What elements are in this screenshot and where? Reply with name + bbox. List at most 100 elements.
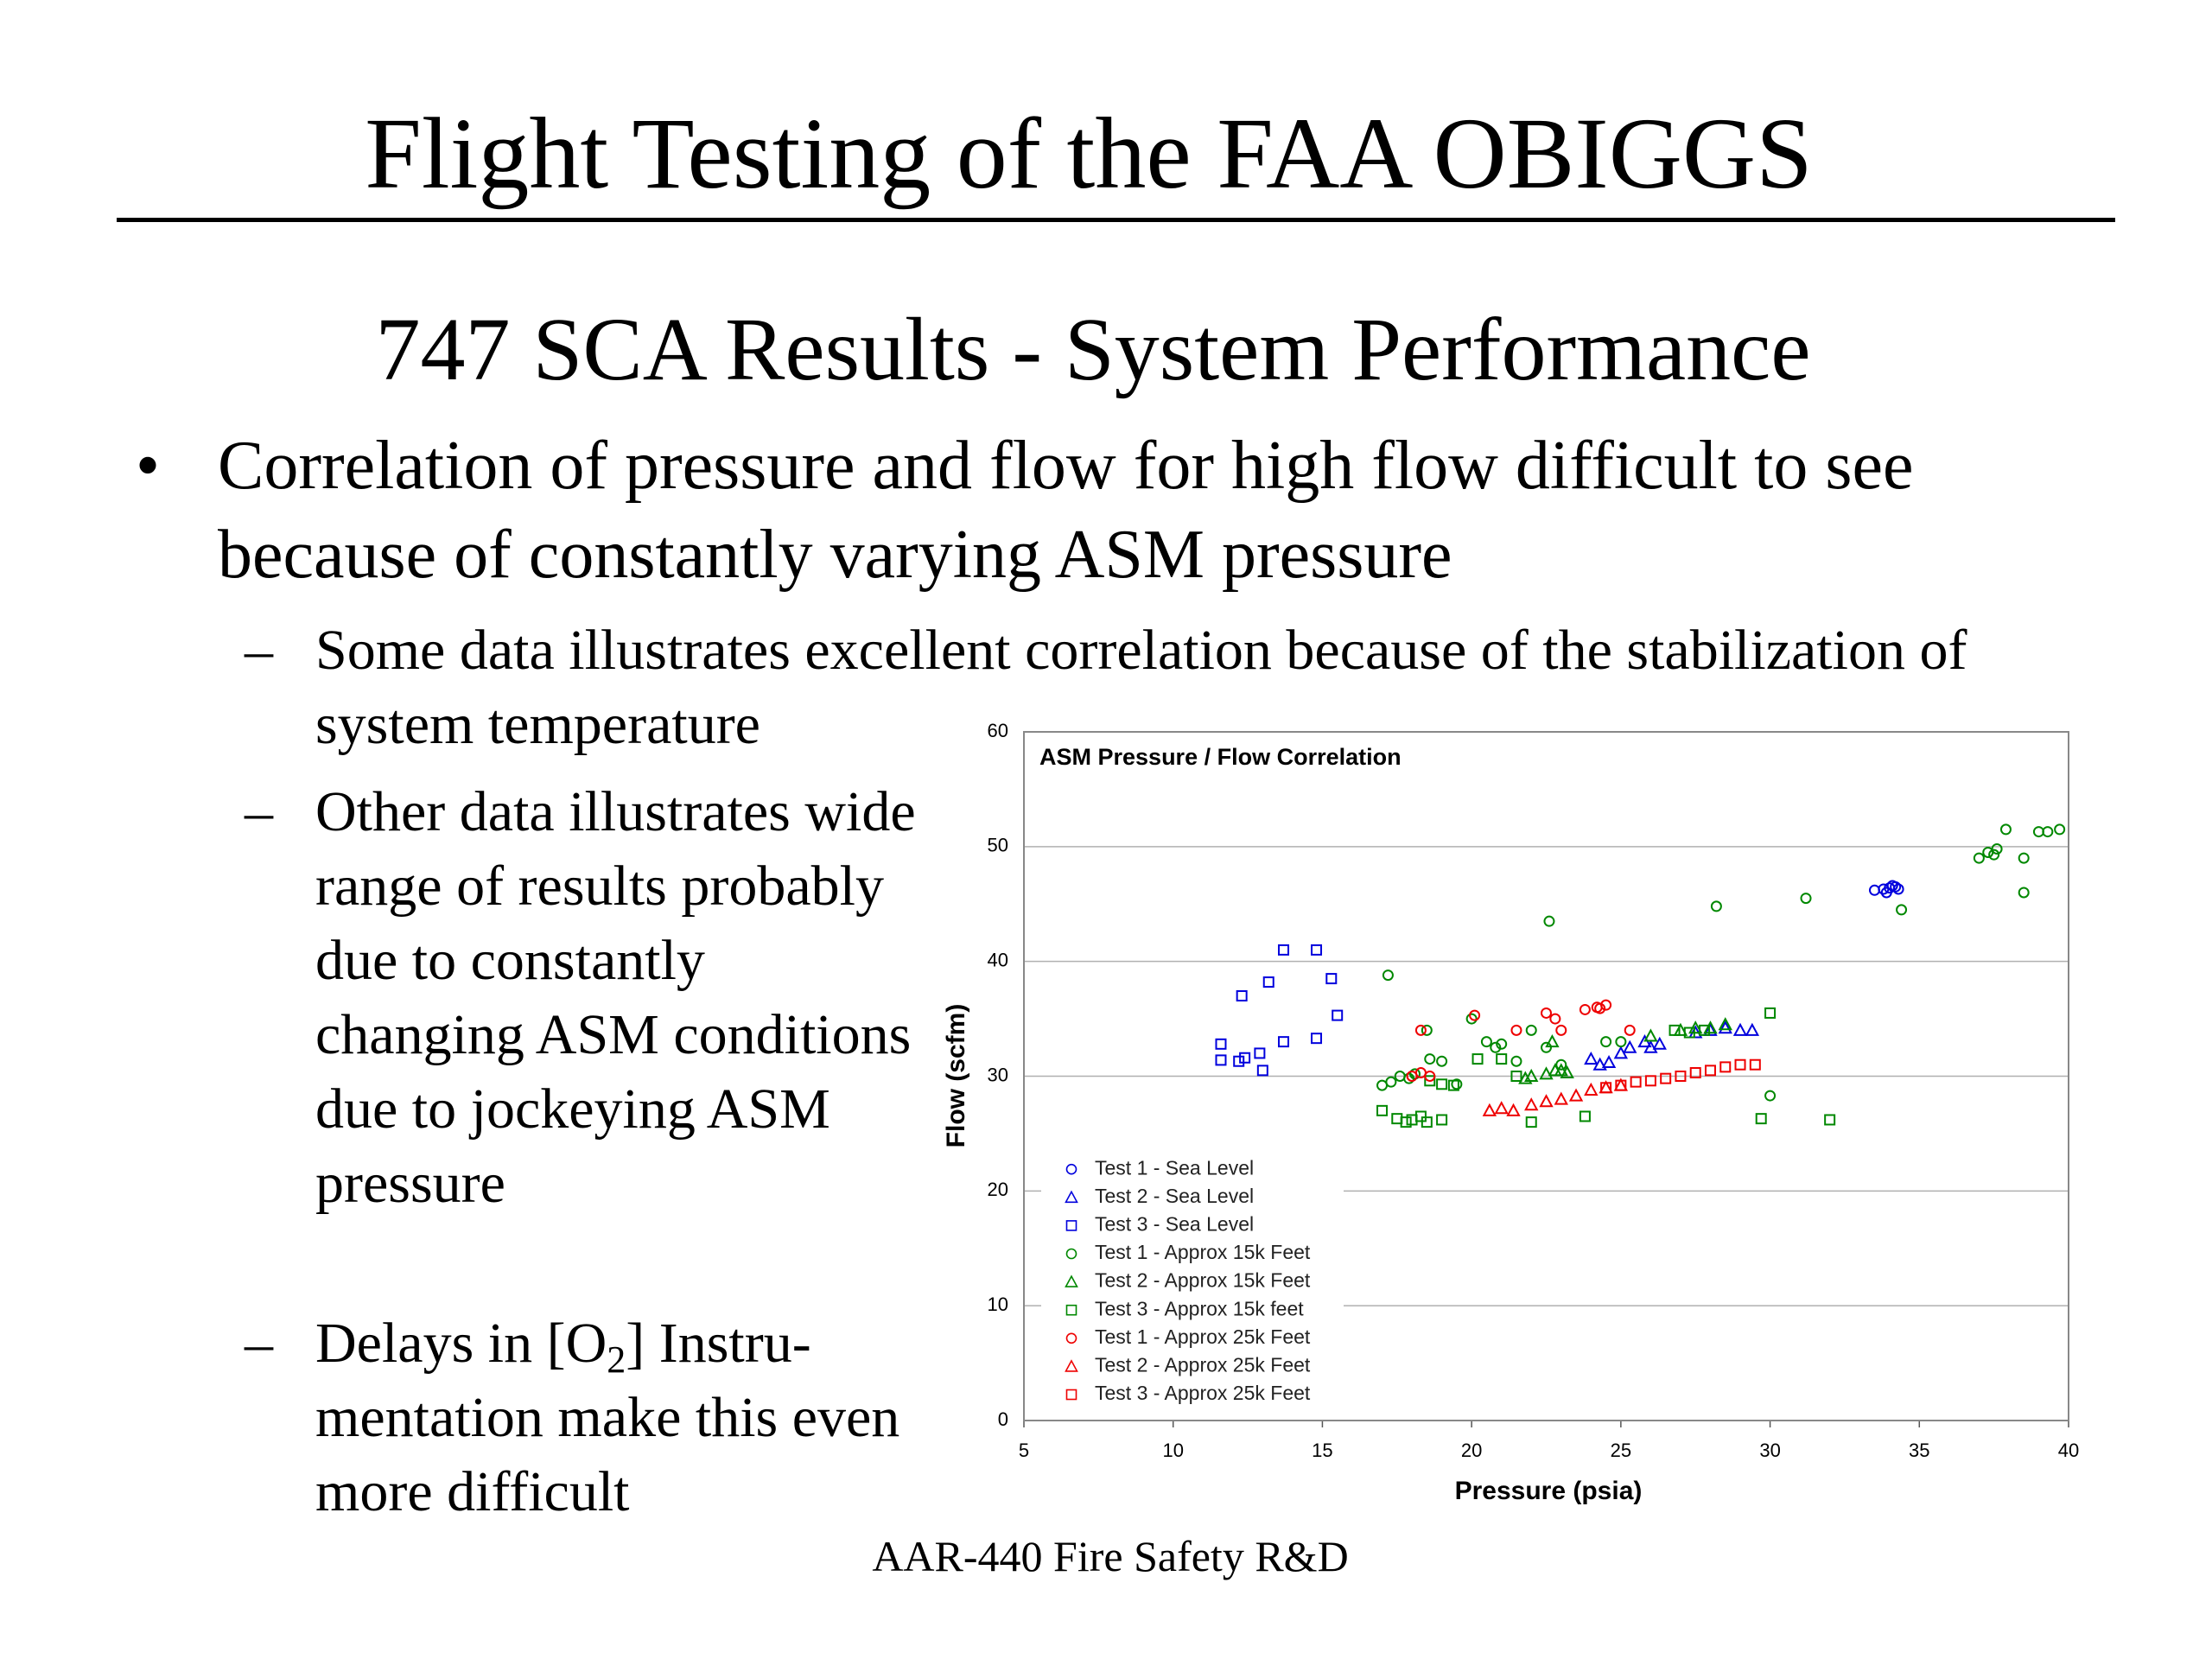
marker-circle xyxy=(1886,880,1898,892)
marker-triangle xyxy=(1673,1022,1688,1036)
marker-square xyxy=(1579,1110,1591,1122)
marker-triangle xyxy=(1584,1051,1599,1065)
marker-square xyxy=(1764,1007,1777,1019)
subscript: 2 xyxy=(607,1338,626,1381)
plot-frame xyxy=(1023,731,2069,1421)
marker-circle xyxy=(1615,1036,1627,1048)
marker-circle xyxy=(1982,846,1994,858)
marker-triangle xyxy=(1065,1190,1078,1204)
marker-circle xyxy=(1880,887,1892,899)
sub-bullet: Delays in [O2] Instru-mentation make thi… xyxy=(245,1306,920,1529)
footer: AAR-440 Fire Safety R&D xyxy=(872,1532,1349,1580)
sub-bullet: Some data illustrates excellent correlat… xyxy=(245,613,2069,762)
y-tick-label: 50 xyxy=(988,835,1008,856)
marker-circle xyxy=(1424,1053,1436,1065)
marker-square xyxy=(1254,1047,1266,1059)
marker-circle xyxy=(1376,1079,1389,1091)
marker-circle xyxy=(1896,904,1908,916)
x-tick-label: 30 xyxy=(1759,1440,1780,1461)
legend-label: Test 1 - Sea Level xyxy=(1095,1156,1254,1179)
marker-square xyxy=(1689,1067,1701,1079)
marker-triangle xyxy=(1065,1359,1078,1372)
legend-label: Test 1 - Approx 15k Feet xyxy=(1095,1241,1311,1263)
marker-triangle xyxy=(1652,1036,1667,1050)
marker-triangle xyxy=(1623,1039,1637,1053)
marker-square xyxy=(1332,1009,1344,1021)
marker-triangle xyxy=(1601,1054,1617,1069)
marker-circle xyxy=(1868,884,1880,896)
sub-bullet: Other data illustrates wide range of res… xyxy=(245,775,920,1221)
marker-square xyxy=(1215,1054,1227,1066)
marker-triangle xyxy=(1506,1103,1521,1116)
marker-circle xyxy=(1451,1078,1463,1090)
marker-circle xyxy=(1541,1041,1552,1053)
marker-circle xyxy=(1579,1003,1591,1015)
marker-circle xyxy=(1988,849,2000,861)
marker-circle xyxy=(1555,1058,1567,1071)
marker-square xyxy=(1675,1071,1687,1082)
marker-square xyxy=(1391,1113,1403,1125)
marker-square xyxy=(1669,1024,1681,1036)
marker-circle xyxy=(1973,852,1985,864)
x-tick-label: 15 xyxy=(1312,1440,1332,1461)
marker-triangle xyxy=(1592,1057,1607,1071)
marker-circle xyxy=(1999,823,2012,836)
marker-circle xyxy=(1382,969,1394,982)
marker-circle xyxy=(2042,826,2054,838)
marker-triangle xyxy=(1482,1103,1497,1116)
marker-square xyxy=(1376,1104,1389,1116)
marker-square xyxy=(1824,1114,1836,1126)
marker-square xyxy=(1447,1079,1459,1091)
marker-square xyxy=(1436,1114,1448,1126)
marker-triangle xyxy=(1065,1274,1078,1287)
marker-square xyxy=(1683,1027,1695,1039)
marker-square xyxy=(1278,944,1290,956)
marker-circle xyxy=(1414,1024,1427,1036)
marker-circle xyxy=(1065,1332,1077,1344)
marker-circle xyxy=(1409,1068,1421,1080)
y-tick-label: 10 xyxy=(988,1294,1008,1315)
marker-triangle xyxy=(1718,1017,1732,1031)
marker-circle xyxy=(1065,1163,1077,1175)
y-tick-label: 60 xyxy=(988,720,1008,741)
marker-square xyxy=(1424,1075,1436,1087)
marker-square xyxy=(1065,1389,1077,1401)
marker-circle xyxy=(1496,1038,1508,1050)
legend-label: Test 3 - Approx 15k feet xyxy=(1095,1297,1304,1319)
sub-bullet-text: ] Instru-mentation make this even more d… xyxy=(315,1312,900,1523)
marker-square xyxy=(1311,1033,1323,1045)
marker-triangle xyxy=(1554,1091,1568,1105)
marker-square xyxy=(1615,1079,1627,1091)
marker-square xyxy=(1644,1075,1656,1087)
marker-triangle xyxy=(1703,1020,1718,1034)
marker-square xyxy=(1496,1053,1508,1065)
marker-square xyxy=(1239,1052,1251,1064)
marker-circle xyxy=(1710,900,1722,912)
marker-circle xyxy=(1436,1055,1448,1067)
legend-label: Test 3 - Sea Level xyxy=(1095,1212,1254,1235)
marker-square xyxy=(1215,1038,1227,1050)
marker-circle xyxy=(1764,1090,1777,1102)
y-tick-label: 30 xyxy=(988,1064,1008,1085)
legend-label: Test 3 - Approx 25k Feet xyxy=(1095,1382,1311,1404)
marker-triangle xyxy=(1745,1022,1760,1036)
marker-circle xyxy=(1594,1002,1606,1014)
marker-circle xyxy=(1555,1024,1567,1036)
legend-label: Test 2 - Approx 25k Feet xyxy=(1095,1353,1311,1376)
marker-square xyxy=(1719,1061,1732,1073)
marker-circle xyxy=(1385,1076,1397,1088)
legend-box xyxy=(1041,1150,1344,1414)
marker-circle xyxy=(1541,1007,1552,1019)
y-tick-label: 40 xyxy=(988,949,1008,970)
x-tick-label: 20 xyxy=(1461,1440,1482,1461)
marker-triangle xyxy=(1524,1097,1539,1111)
legend-label: Test 2 - Sea Level xyxy=(1095,1185,1254,1207)
marker-circle xyxy=(1800,893,1812,905)
title-rule xyxy=(117,218,2115,222)
x-tick-label: 35 xyxy=(1909,1440,1929,1461)
sub-bullet-text: Delays in [O xyxy=(315,1312,607,1375)
marker-circle xyxy=(1421,1024,1433,1036)
marker-square xyxy=(1311,944,1323,956)
y-axis-title: Flow (scfm) xyxy=(942,1004,970,1148)
